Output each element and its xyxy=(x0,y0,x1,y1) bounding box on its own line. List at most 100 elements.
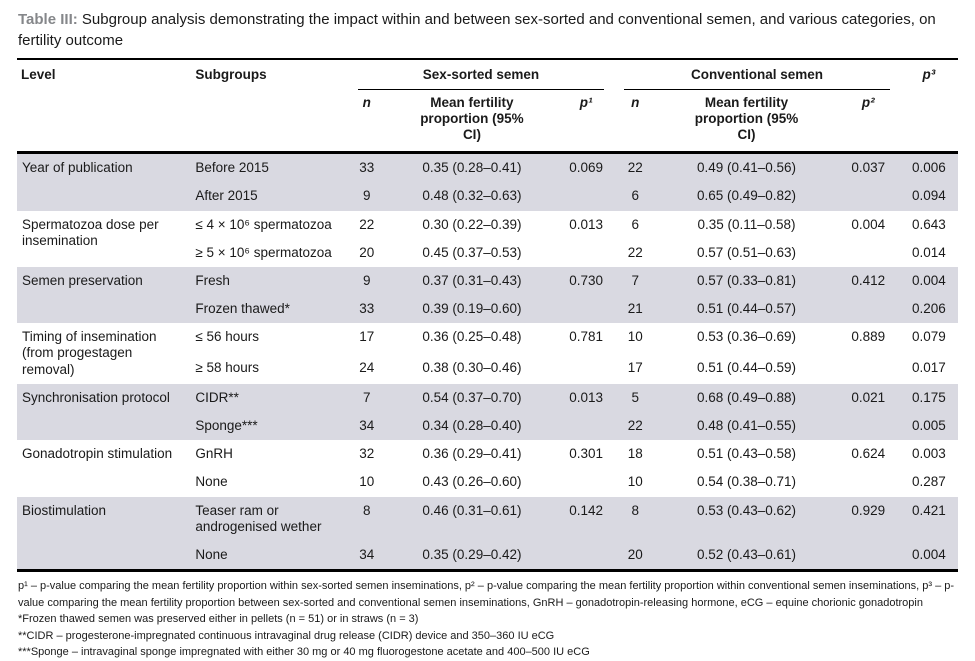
mean-ci-sexsorted-cell: 0.54 (0.37–0.70) xyxy=(385,383,559,412)
header-n-sexsorted: n xyxy=(347,89,386,155)
level-cell: Semen preservation xyxy=(17,266,192,324)
n-conventional-cell: 6 xyxy=(631,216,640,232)
p3-cell: 0.017 xyxy=(912,359,946,375)
table-row: Sponge*** 34 0.34 (0.28–0.40) 22 0.48 (0… xyxy=(17,412,958,441)
mean-ci-conventional-cell: 0.54 (0.38–0.71) xyxy=(696,474,797,490)
header-n-conventional: n xyxy=(614,89,657,155)
table-row: Timing of insemination (from progestagen… xyxy=(17,323,958,376)
p1-cell: 0.301 xyxy=(569,446,604,462)
n-conventional-cell: 10 xyxy=(627,329,643,345)
p2-cell xyxy=(836,540,900,571)
header-row-spanners: Level Subgroups Sex-sorted semen Convent… xyxy=(17,59,958,155)
subgroup-cell: Frozen thawed* xyxy=(191,295,348,324)
n-conventional-cell: 7 xyxy=(614,266,657,296)
p3-cell: 0.014 xyxy=(912,244,946,260)
subgroup-cell: ≥ 5 × 10⁶ spermatozoa xyxy=(195,244,332,260)
p3-cell: 0.004 xyxy=(899,540,958,571)
n-conventional-cell: 10 xyxy=(627,474,643,490)
p3-cell: 0.094 xyxy=(899,182,958,211)
level-cell: Spermatozoa dose per insemination xyxy=(22,216,159,248)
footnote-p-values: p¹ – p-value comparing the mean fertilit… xyxy=(18,580,955,609)
p3-cell: 0.005 xyxy=(899,412,958,441)
p1-cell xyxy=(558,295,615,324)
n-conventional-cell: 20 xyxy=(614,540,657,571)
n-sexsorted-cell: 17 xyxy=(359,329,375,345)
group-semen-preservation: Semen preservation Fresh 9 0.37 (0.31–0.… xyxy=(17,266,958,324)
footnote-cidr: **CIDR – progesterone-impregnated contin… xyxy=(18,629,555,642)
mean-ci-sexsorted-cell: 0.45 (0.37–0.53) xyxy=(422,244,522,260)
mean-ci-sexsorted-cell: 0.35 (0.29–0.42) xyxy=(385,540,559,571)
table-title: Table III: Subgroup analysis demonstrati… xyxy=(18,10,958,51)
p2-cell xyxy=(837,468,900,496)
n-sexsorted-cell: 9 xyxy=(347,266,386,296)
p2-cell: 0.037 xyxy=(836,152,900,183)
header-subgroups: Subgroups xyxy=(191,59,348,155)
table-row: Year of publication Before 2015 33 0.35 … xyxy=(17,152,958,211)
p2-cell: 0.412 xyxy=(836,266,900,296)
subgroup-cell: Sponge*** xyxy=(191,412,348,441)
mean-ci-sexsorted-cell: 0.36 (0.25–0.48) xyxy=(422,329,522,345)
table-row: Gonadotropin stimulation GnRH 32 0.36 (0… xyxy=(17,440,958,468)
group-year-of-publication: Year of publication Before 2015 33 0.35 … xyxy=(17,152,958,211)
mean-ci-sexsorted-cell: 0.38 (0.30–0.46) xyxy=(422,359,522,375)
table-row: None 10 0.43 (0.26–0.60) 10 0.54 (0.38–0… xyxy=(17,468,958,496)
header-mean-conventional: Mean fertility proportion (95% CI) xyxy=(656,89,837,155)
n-sexsorted-cell: 24 xyxy=(359,359,375,375)
mean-ci-sexsorted-cell: 0.35 (0.28–0.41) xyxy=(385,152,559,183)
n-sexsorted-cell: 33 xyxy=(347,152,386,183)
table-row: After 2015 9 0.48 (0.32–0.63) 6 0.65 (0.… xyxy=(17,182,958,211)
group-biostimulation: Biostimulation Teaser ram or androgenise… xyxy=(17,496,958,571)
p3-cell: 0.421 xyxy=(899,496,958,541)
n-sexsorted-cell: 32 xyxy=(359,446,375,462)
p3-cell: 0.079 xyxy=(912,329,946,345)
mean-ci-conventional-cell: 0.57 (0.33–0.81) xyxy=(656,266,837,296)
n-conventional-cell: 6 xyxy=(614,182,657,211)
subgroup-cell: GnRH xyxy=(195,446,233,462)
p3-cell: 0.206 xyxy=(899,295,958,324)
level-cell: Gonadotropin stimulation xyxy=(22,446,173,462)
p2-cell: 0.624 xyxy=(851,446,886,462)
table-header: Level Subgroups Sex-sorted semen Convent… xyxy=(17,59,958,155)
p1-cell: 0.730 xyxy=(558,266,615,296)
table-row: Synchronisation protocol CIDR** 7 0.54 (… xyxy=(17,383,958,441)
n-sexsorted-cell: 7 xyxy=(347,383,386,412)
p1-cell: 0.142 xyxy=(558,496,615,541)
p2-cell: 0.929 xyxy=(836,496,900,541)
table-title-label: Table III: xyxy=(18,11,78,28)
subgroup-cell: ≥ 58 hours xyxy=(195,359,260,375)
n-conventional-cell: 22 xyxy=(627,244,643,260)
p2-cell xyxy=(837,354,900,384)
table-row: Semen preservation Fresh 9 0.37 (0.31–0.… xyxy=(17,266,958,324)
mean-ci-conventional-cell: 0.35 (0.11–0.58) xyxy=(697,216,796,232)
p1-cell: 0.069 xyxy=(558,152,615,183)
p1-cell xyxy=(558,540,615,571)
table-row: ≥ 58 hours 24 0.38 (0.30–0.46) 17 0.51 (… xyxy=(17,354,958,384)
header-mean-sexsorted: Mean fertility proportion (95% CI) xyxy=(385,89,559,155)
mean-ci-conventional-cell: 0.52 (0.43–0.61) xyxy=(656,540,837,571)
header-p2: p² xyxy=(836,89,900,155)
subgroup-cell: None xyxy=(191,540,348,571)
header-level: Level xyxy=(17,59,192,155)
n-conventional-cell: 18 xyxy=(627,446,643,462)
p2-cell xyxy=(836,182,900,211)
p3-cell: 0.003 xyxy=(912,446,946,462)
table-row: ≥ 5 × 10⁶ spermatozoa 20 0.45 (0.37–0.53… xyxy=(17,239,958,267)
group-synchronisation-protocol: Synchronisation protocol CIDR** 7 0.54 (… xyxy=(17,383,958,441)
mean-ci-sexsorted-cell: 0.43 (0.26–0.60) xyxy=(422,474,522,490)
p2-cell: 0.889 xyxy=(851,329,886,345)
table-row: Frozen thawed* 33 0.39 (0.19–0.60) 21 0.… xyxy=(17,295,958,324)
p1-cell xyxy=(558,239,614,267)
n-conventional-cell: 22 xyxy=(614,152,657,183)
mean-ci-sexsorted-cell: 0.37 (0.31–0.43) xyxy=(385,266,559,296)
n-sexsorted-cell: 9 xyxy=(347,182,386,211)
subgroup-cell: After 2015 xyxy=(191,182,348,211)
subgroup-analysis-table: Level Subgroups Sex-sorted semen Convent… xyxy=(17,58,958,573)
header-row-columns: n Mean fertility proportion (95% CI) p¹ … xyxy=(17,89,958,155)
p1-cell xyxy=(558,412,615,441)
footnote-sponge: ***Sponge – intravaginal sponge impregna… xyxy=(18,646,590,659)
mean-ci-conventional-cell: 0.53 (0.36–0.69) xyxy=(696,329,797,345)
n-conventional-cell: 8 xyxy=(614,496,657,541)
table-title-text: Subgroup analysis demonstrating the impa… xyxy=(18,11,936,49)
mean-ci-sexsorted-cell: 0.36 (0.29–0.41) xyxy=(422,446,522,462)
p2-cell: 0.021 xyxy=(836,383,900,412)
